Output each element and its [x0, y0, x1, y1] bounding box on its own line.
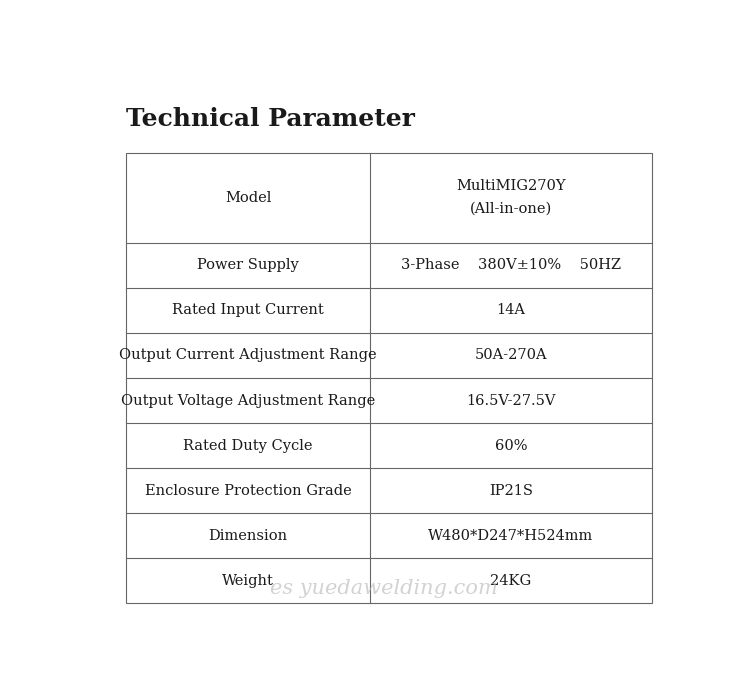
Text: Model: Model — [225, 191, 272, 204]
Bar — [126, 152, 652, 604]
Text: Rated Duty Cycle: Rated Duty Cycle — [183, 439, 313, 453]
Text: W480*D247*H524mm: W480*D247*H524mm — [428, 529, 594, 543]
Text: Weight: Weight — [222, 574, 274, 588]
Text: 16.5V-27.5V: 16.5V-27.5V — [466, 394, 556, 407]
Text: Output Current Adjustment Range: Output Current Adjustment Range — [119, 349, 376, 362]
Text: MultiMIG270Y
(All-in-one): MultiMIG270Y (All-in-one) — [456, 179, 566, 216]
Text: es yuedawelding.com: es yuedawelding.com — [271, 579, 498, 598]
Text: 3-Phase    380V±10%    50HZ: 3-Phase 380V±10% 50HZ — [401, 258, 621, 272]
Text: 24KG: 24KG — [490, 574, 532, 588]
Text: 14A: 14A — [496, 304, 526, 317]
Text: Technical Parameter: Technical Parameter — [126, 107, 415, 131]
Text: Power Supply: Power Supply — [197, 258, 299, 272]
Text: 60%: 60% — [495, 439, 527, 453]
Text: Dimension: Dimension — [209, 529, 287, 543]
Text: 50A-270A: 50A-270A — [475, 349, 548, 362]
Text: IP21S: IP21S — [489, 484, 533, 498]
Text: Output Voltage Adjustment Range: Output Voltage Adjustment Range — [121, 394, 375, 407]
Text: Rated Input Current: Rated Input Current — [172, 304, 324, 317]
Text: Enclosure Protection Grade: Enclosure Protection Grade — [145, 484, 352, 498]
